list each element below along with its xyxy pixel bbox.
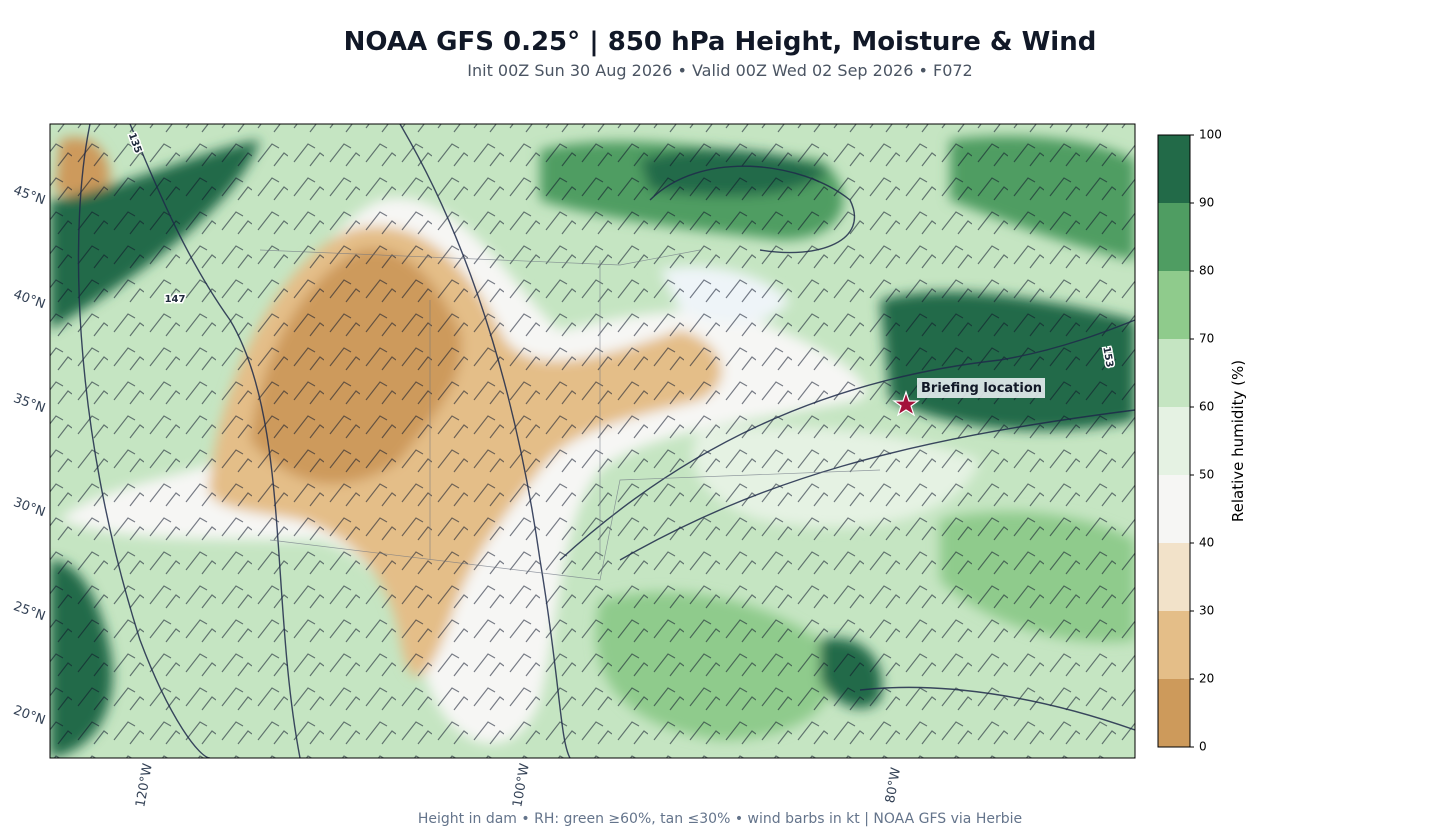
colorbar-band	[1158, 611, 1190, 679]
colorbar-tick-label: 80	[1199, 264, 1214, 278]
lat-label: 25°N	[11, 599, 47, 624]
lon-label: 100°W	[510, 762, 532, 808]
lat-label: 35°N	[11, 391, 47, 416]
lat-label: 45°N	[11, 183, 47, 208]
colorbar-tick-label: 90	[1199, 196, 1214, 210]
colorbar-tick-label: 70	[1199, 332, 1214, 346]
lat-labels: 45°N 40°N 35°N 30°N 25°N 20°N	[11, 183, 47, 728]
colorbar-frame	[1157, 134, 1191, 748]
colorbar-tick-label: 30	[1199, 604, 1214, 618]
colorbar-tick-label: 100	[1199, 128, 1222, 142]
colorbar-tick-label: 20	[1199, 672, 1214, 686]
colorbar-band	[1158, 203, 1190, 271]
contour-label: 147	[165, 294, 186, 305]
colorbar-tick-label: 50	[1199, 468, 1214, 482]
colorbar-label: Relative humidity (%)	[1229, 360, 1247, 522]
title: NOAA GFS 0.25° | 850 hPa Height, Moistur…	[344, 27, 1097, 57]
briefing-marker	[892, 390, 920, 417]
contour-label: 153	[1100, 346, 1114, 369]
footer: Height in dam • RH: green ≥60%, tan ≤30%…	[418, 811, 1022, 827]
lon-label: 120°W	[133, 762, 155, 808]
lat-label: 30°N	[11, 495, 47, 520]
colorbar: 0 20 30 40 50 60 70 80 90 100	[1157, 128, 1222, 754]
colorbar-band	[1158, 475, 1190, 543]
annotation-box	[917, 378, 1045, 398]
lon-labels: 120°W 100°W 80°W	[133, 762, 904, 808]
colorbar-band	[1158, 271, 1190, 339]
colorbar-tick-label: 40	[1199, 536, 1214, 550]
annotation: Briefing location	[921, 381, 1042, 396]
colorbar-band	[1158, 339, 1190, 407]
colorbar-band	[1158, 543, 1190, 611]
colorbar-band	[1158, 407, 1190, 475]
colorbar-band	[1158, 135, 1190, 203]
map-field	[50, 124, 1135, 758]
colorbar-tick-label: 0	[1199, 740, 1207, 754]
lat-label: 20°N	[11, 703, 47, 728]
lon-label: 80°W	[883, 766, 904, 804]
colorbar-band	[1158, 679, 1190, 747]
colorbar-tick-label: 60	[1199, 400, 1214, 414]
subtitle: Init 00Z Sun 30 Aug 2026 • Valid 00Z Wed…	[467, 61, 972, 80]
map-frame	[49, 123, 1136, 759]
lat-label: 40°N	[11, 287, 47, 312]
